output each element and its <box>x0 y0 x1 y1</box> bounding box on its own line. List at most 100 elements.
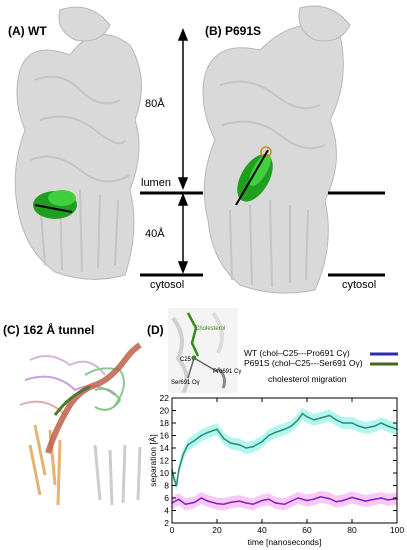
inset-c25-label: C25 <box>180 357 192 363</box>
series-0-point-31 <box>373 425 376 427</box>
panel-c-label: (C) 162 Å tunnel <box>3 323 95 337</box>
series-0-point-13 <box>245 447 248 449</box>
series-0-point-26 <box>335 419 338 421</box>
series-0-point-30 <box>364 427 367 429</box>
y-tick-label-4: 10 <box>160 468 170 478</box>
series-0-point-3 <box>177 469 180 471</box>
series-0-point-11 <box>229 442 232 444</box>
series-0-point-20 <box>297 419 299 421</box>
series-1-point-21 <box>328 497 331 500</box>
lumen-label: lumen <box>141 177 171 189</box>
series-1-point-8 <box>229 501 232 504</box>
y-tick-label-6: 14 <box>160 443 170 453</box>
series-0-point-28 <box>351 422 353 424</box>
series-1-point-26 <box>364 500 367 502</box>
wt-protein-structure <box>14 6 142 280</box>
distance-arrows <box>177 27 189 275</box>
series-0-point-22 <box>306 415 308 418</box>
panel-b-label: (B) P691S <box>205 24 262 38</box>
panel-a-label: (A) WT <box>8 24 47 38</box>
series-1-point-10 <box>245 502 248 504</box>
series-0-point-9 <box>216 428 218 431</box>
series-1-point-4 <box>200 497 203 499</box>
series-1-point-6 <box>216 502 218 505</box>
series-1-point-27 <box>373 498 376 501</box>
series-0-point-21 <box>301 412 304 415</box>
y-tick-label-9: 20 <box>160 406 170 416</box>
series-0-point-19 <box>290 425 293 427</box>
series-1-point-17 <box>297 497 299 499</box>
series-0-point-15 <box>261 440 263 443</box>
series-0-point-33 <box>387 425 389 427</box>
series-0-point-8 <box>207 431 209 434</box>
x-tick-label-1: 20 <box>212 525 222 535</box>
series-0-point-10 <box>222 437 225 440</box>
series-1-point-2 <box>184 503 187 506</box>
series-0-point-23 <box>312 419 315 421</box>
wt-cholesterol-cluster <box>33 190 77 219</box>
y-tick-label-1: 4 <box>164 506 169 516</box>
series-0-point-4 <box>182 453 185 456</box>
inset-ser-label: Ser691 Oγ <box>171 380 200 386</box>
cytosol-label-left: cytosol <box>150 279 185 291</box>
upper-distance-label: 80Å <box>145 98 165 110</box>
x-tick-label-4: 80 <box>347 525 357 535</box>
legend-wt-swatch <box>370 352 398 356</box>
panel-d-label: (D) <box>147 323 164 337</box>
series-0-point-16 <box>267 434 270 437</box>
series-1-point-19 <box>312 498 315 501</box>
series-1-point-5 <box>207 500 209 502</box>
series-0-point-1 <box>173 478 176 481</box>
x-axis-label: time [nanoseconds] <box>248 537 322 547</box>
series-0-point-6 <box>193 439 196 442</box>
legend-p691s-swatch <box>370 362 398 366</box>
y-tick-label-3: 8 <box>164 481 169 491</box>
y-tick-label-0: 2 <box>164 518 169 528</box>
y-tick-label-2: 6 <box>164 493 169 503</box>
series-1-point-18 <box>306 499 308 502</box>
tunnel-structure <box>19 342 142 506</box>
legend-caption: cholesterol migration <box>268 374 347 384</box>
series-0-point-18 <box>283 428 286 431</box>
series-0-point-27 <box>342 422 344 424</box>
series-1-point-11 <box>252 503 254 506</box>
x-tick-label-2: 40 <box>257 525 267 535</box>
series-1-point-12 <box>261 499 263 502</box>
series-1-point-13 <box>267 498 270 501</box>
tunnel-path <box>45 342 142 454</box>
series-0-point-24 <box>319 417 322 419</box>
x-tick-label-5: 100 <box>390 525 404 535</box>
series-band-1 <box>172 490 397 511</box>
x-tick-label-3: 60 <box>302 525 312 535</box>
series-0-point-2 <box>175 484 178 487</box>
inset-cholesterol-label: Cholesterol <box>195 326 226 332</box>
series-0-point-12 <box>238 444 241 446</box>
series-band-0 <box>172 407 397 492</box>
series-1-point-7 <box>222 503 225 506</box>
series-1-point-3 <box>193 501 196 504</box>
series-1-point-24 <box>351 496 353 499</box>
y-axis-label: separation [Å] <box>148 434 158 486</box>
series-0-point-7 <box>200 434 203 437</box>
series-0-point-29 <box>357 425 360 427</box>
y-tick-label-10: 22 <box>160 393 170 403</box>
series-1-point-23 <box>342 499 344 502</box>
series-1-point-9 <box>238 500 241 502</box>
migration-inset <box>168 308 238 393</box>
series-1-point-29 <box>387 499 389 501</box>
x-tick-label-0: 0 <box>170 525 175 535</box>
series-0-point-5 <box>186 444 189 446</box>
y-tick-label-8: 18 <box>160 418 170 428</box>
series-1-point-15 <box>283 503 286 506</box>
separation-chart: 2 4 6 8 10 12 14 16 18 20 22 0 20 40 60 80 100 time [nano… <box>148 393 404 547</box>
series-0-point-25 <box>328 414 331 417</box>
series-0-point-14 <box>252 445 254 448</box>
inset-pro-label: Pro691 Cγ <box>213 369 242 375</box>
p691s-protein-structure <box>202 5 351 294</box>
series-1-point-14 <box>274 502 277 504</box>
membrane-protein-panels <box>14 5 385 294</box>
series-1-point-25 <box>357 498 360 501</box>
lower-distance-label: 40Å <box>145 228 165 240</box>
legend-p691s-label: P691S (chol–C25---Ser691 Oγ) <box>244 358 363 368</box>
series-0-point-32 <box>380 422 383 424</box>
